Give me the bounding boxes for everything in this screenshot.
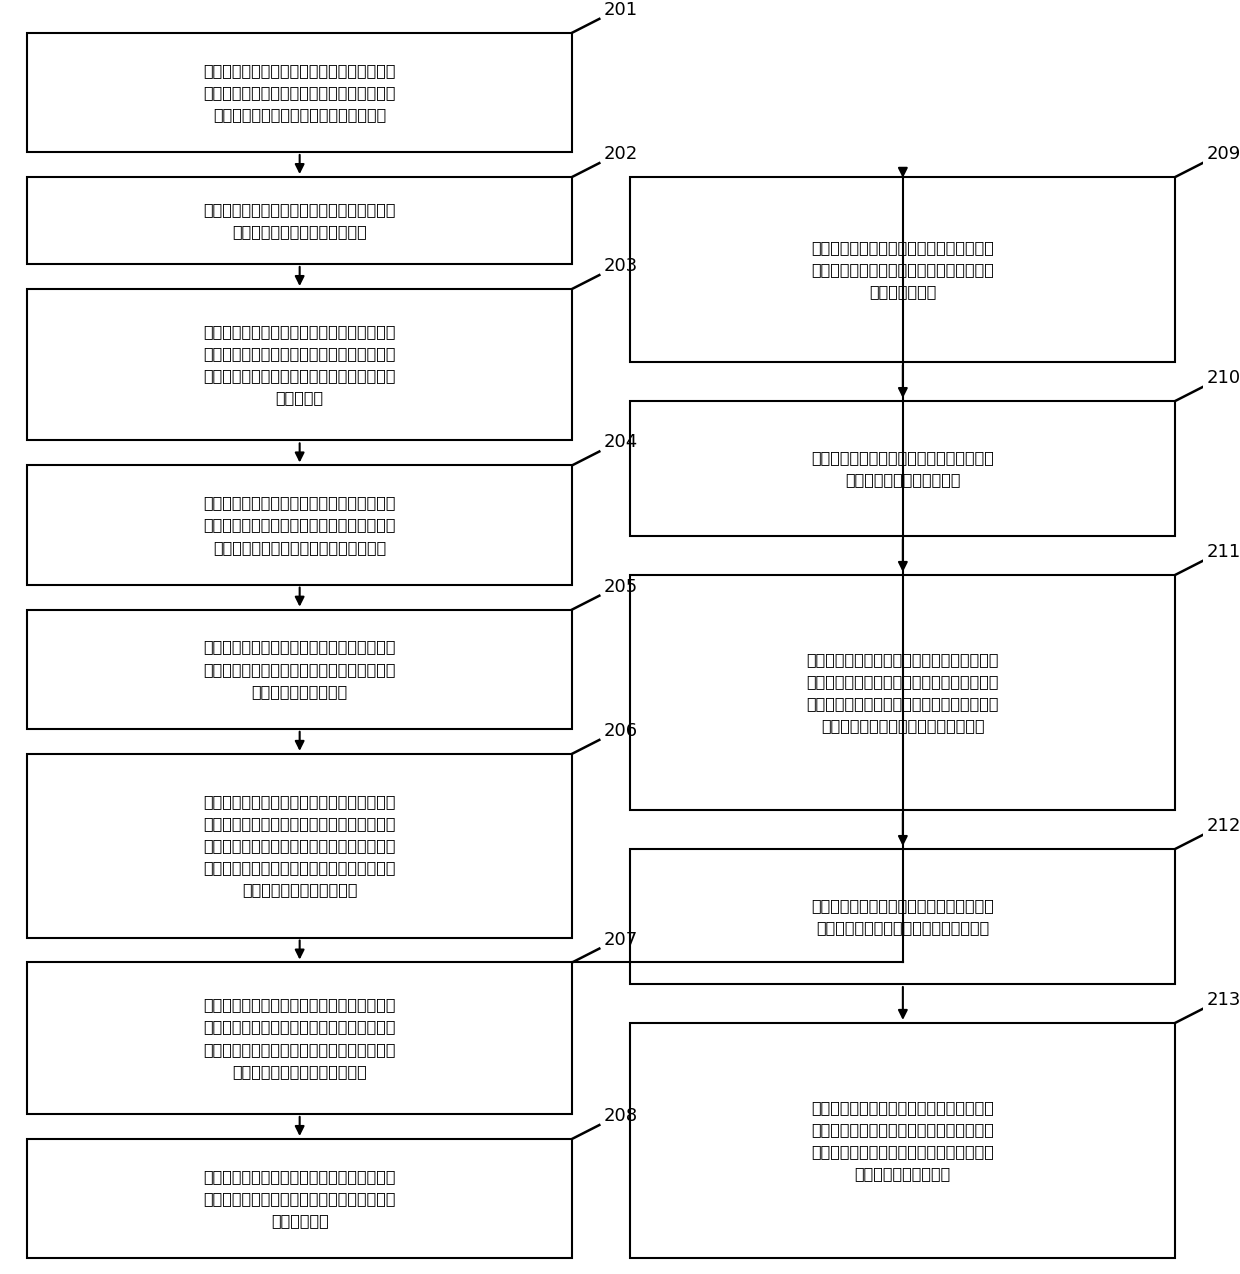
Text: 203: 203	[603, 257, 637, 275]
Text: 获取所述多个医保业务字段中所述对应数据类
型为相同的数值类型的至少两个医保业务字段
，并设定所述至少两个医保业务字段为关系医
保业务字段: 获取所述多个医保业务字段中所述对应数据类 型为相同的数值类型的至少两个医保业务字…	[203, 324, 396, 405]
Text: 若所述匹配率不小于第一预设阈值，则确定
所述等式关系为所述关系医保业务数据之间
的规则等式关系: 若所述匹配率不小于第一预设阈值，则确定 所述等式关系为所述关系医保业务数据之间 …	[811, 240, 994, 299]
Bar	[630, 848, 1176, 984]
Text: 获取医保报销政策，从所述医保报销政策中提
取与所述关系医保业务字段相关的关键字，确
定所述目标医保业务字段之间的业务逻辑: 获取医保报销政策，从所述医保报销政策中提 取与所述关系医保业务字段相关的关键字，…	[203, 496, 396, 554]
Text: 211: 211	[1207, 543, 1240, 561]
Text: 获取所述规则等式关系作为所述关系医保业
务字段之间的预设对应规则: 获取所述规则等式关系作为所述关系医保业 务字段之间的预设对应规则	[811, 450, 994, 487]
Text: 213: 213	[1207, 991, 1240, 1009]
Text: 209: 209	[1207, 145, 1240, 163]
Text: 根据所述医保数据库的建立标准，确定所述多
个医保业务字段的对应数据类型: 根据所述医保数据库的建立标准，确定所述多 个医保业务字段的对应数据类型	[203, 201, 396, 240]
Bar	[630, 1023, 1176, 1259]
Text: 从所述医保数据库中获取除所述待验证医保数
据之外的医保数据实验集，所述医保数据实验
集包括训练集和验证集: 从所述医保数据库中获取除所述待验证医保数 据之外的医保数据实验集，所述医保数据实…	[203, 640, 396, 699]
Text: 207: 207	[603, 930, 637, 949]
Text: 208: 208	[603, 1107, 637, 1125]
Text: 判断所述多个医保业务字段与所述医保业务
数据是否按照所述预设对应规则相互对应: 判断所述多个医保业务字段与所述医保业务 数据是否按照所述预设对应规则相互对应	[811, 898, 994, 935]
Text: 连接医保数据库，并从所述医保数据库中获取
待验证医保数据，所述待验证医保数据包括多
个医保业务字段及其对应的医保业务数据: 连接医保数据库，并从所述医保数据库中获取 待验证医保数据，所述待验证医保数据包括…	[203, 62, 396, 122]
Text: 201: 201	[603, 1, 637, 19]
Bar	[27, 289, 572, 441]
Text: 212: 212	[1207, 817, 1240, 834]
Bar	[27, 754, 572, 938]
Bar	[630, 575, 1176, 810]
Text: 从所述验证集获取多条验证关系医保业务数据
，根据所述多条验证关系医保业务数据验证所
述等式关系是否有效，并根据有效的等式关系
数量确定所述等式关系的有效率: 从所述验证集获取多条验证关系医保业务数据 ，根据所述多条验证关系医保业务数据验证…	[203, 998, 396, 1079]
Text: 根据所述预设对应规则获取所述待验证医保数
据中的目标医保业务字段及其对应的医保业务
数据，对所述目标医保业务字段对应的医保业
务数据通过所述预设对应规则进行检验: 根据所述预设对应规则获取所述待验证医保数 据中的目标医保业务字段及其对应的医保业…	[806, 652, 999, 734]
Text: 206: 206	[603, 722, 637, 740]
Bar	[27, 177, 572, 264]
Bar	[27, 465, 572, 585]
Bar	[27, 962, 572, 1113]
Bar	[630, 401, 1176, 536]
Text: 210: 210	[1207, 369, 1240, 387]
Bar	[27, 33, 572, 152]
Text: 若不对应，则将所述医保业务数据进行迭代
变换，确定所述医保业务数据与所述多个医
保业务字段按照所述预设对应规则相互对应
，获得标准化医保数据: 若不对应，则将所述医保业务数据进行迭代 变换，确定所述医保业务数据与所述多个医 …	[811, 1099, 994, 1181]
Bar	[27, 609, 572, 729]
Text: 若所述有效率小于所述第一预设阈值，则对所
述等式关系进行调整，获得新的等式关系，并
重新进行验证: 若所述有效率小于所述第一预设阈值，则对所 述等式关系进行调整，获得新的等式关系，…	[203, 1168, 396, 1228]
Text: 202: 202	[603, 145, 637, 163]
Bar	[630, 177, 1176, 362]
Text: 205: 205	[603, 577, 637, 596]
Text: 从所述训练集获取多条训练关系医保业务数据
，根据所述多条训练关系医保业务数据之间的
业务逻辑和数据关系，建立所述关系医保业务
字段之间的等式关系，所述等式关系包: 从所述训练集获取多条训练关系医保业务数据 ，根据所述多条训练关系医保业务数据之间…	[203, 794, 396, 898]
Text: 204: 204	[603, 433, 637, 451]
Bar	[27, 1139, 572, 1259]
